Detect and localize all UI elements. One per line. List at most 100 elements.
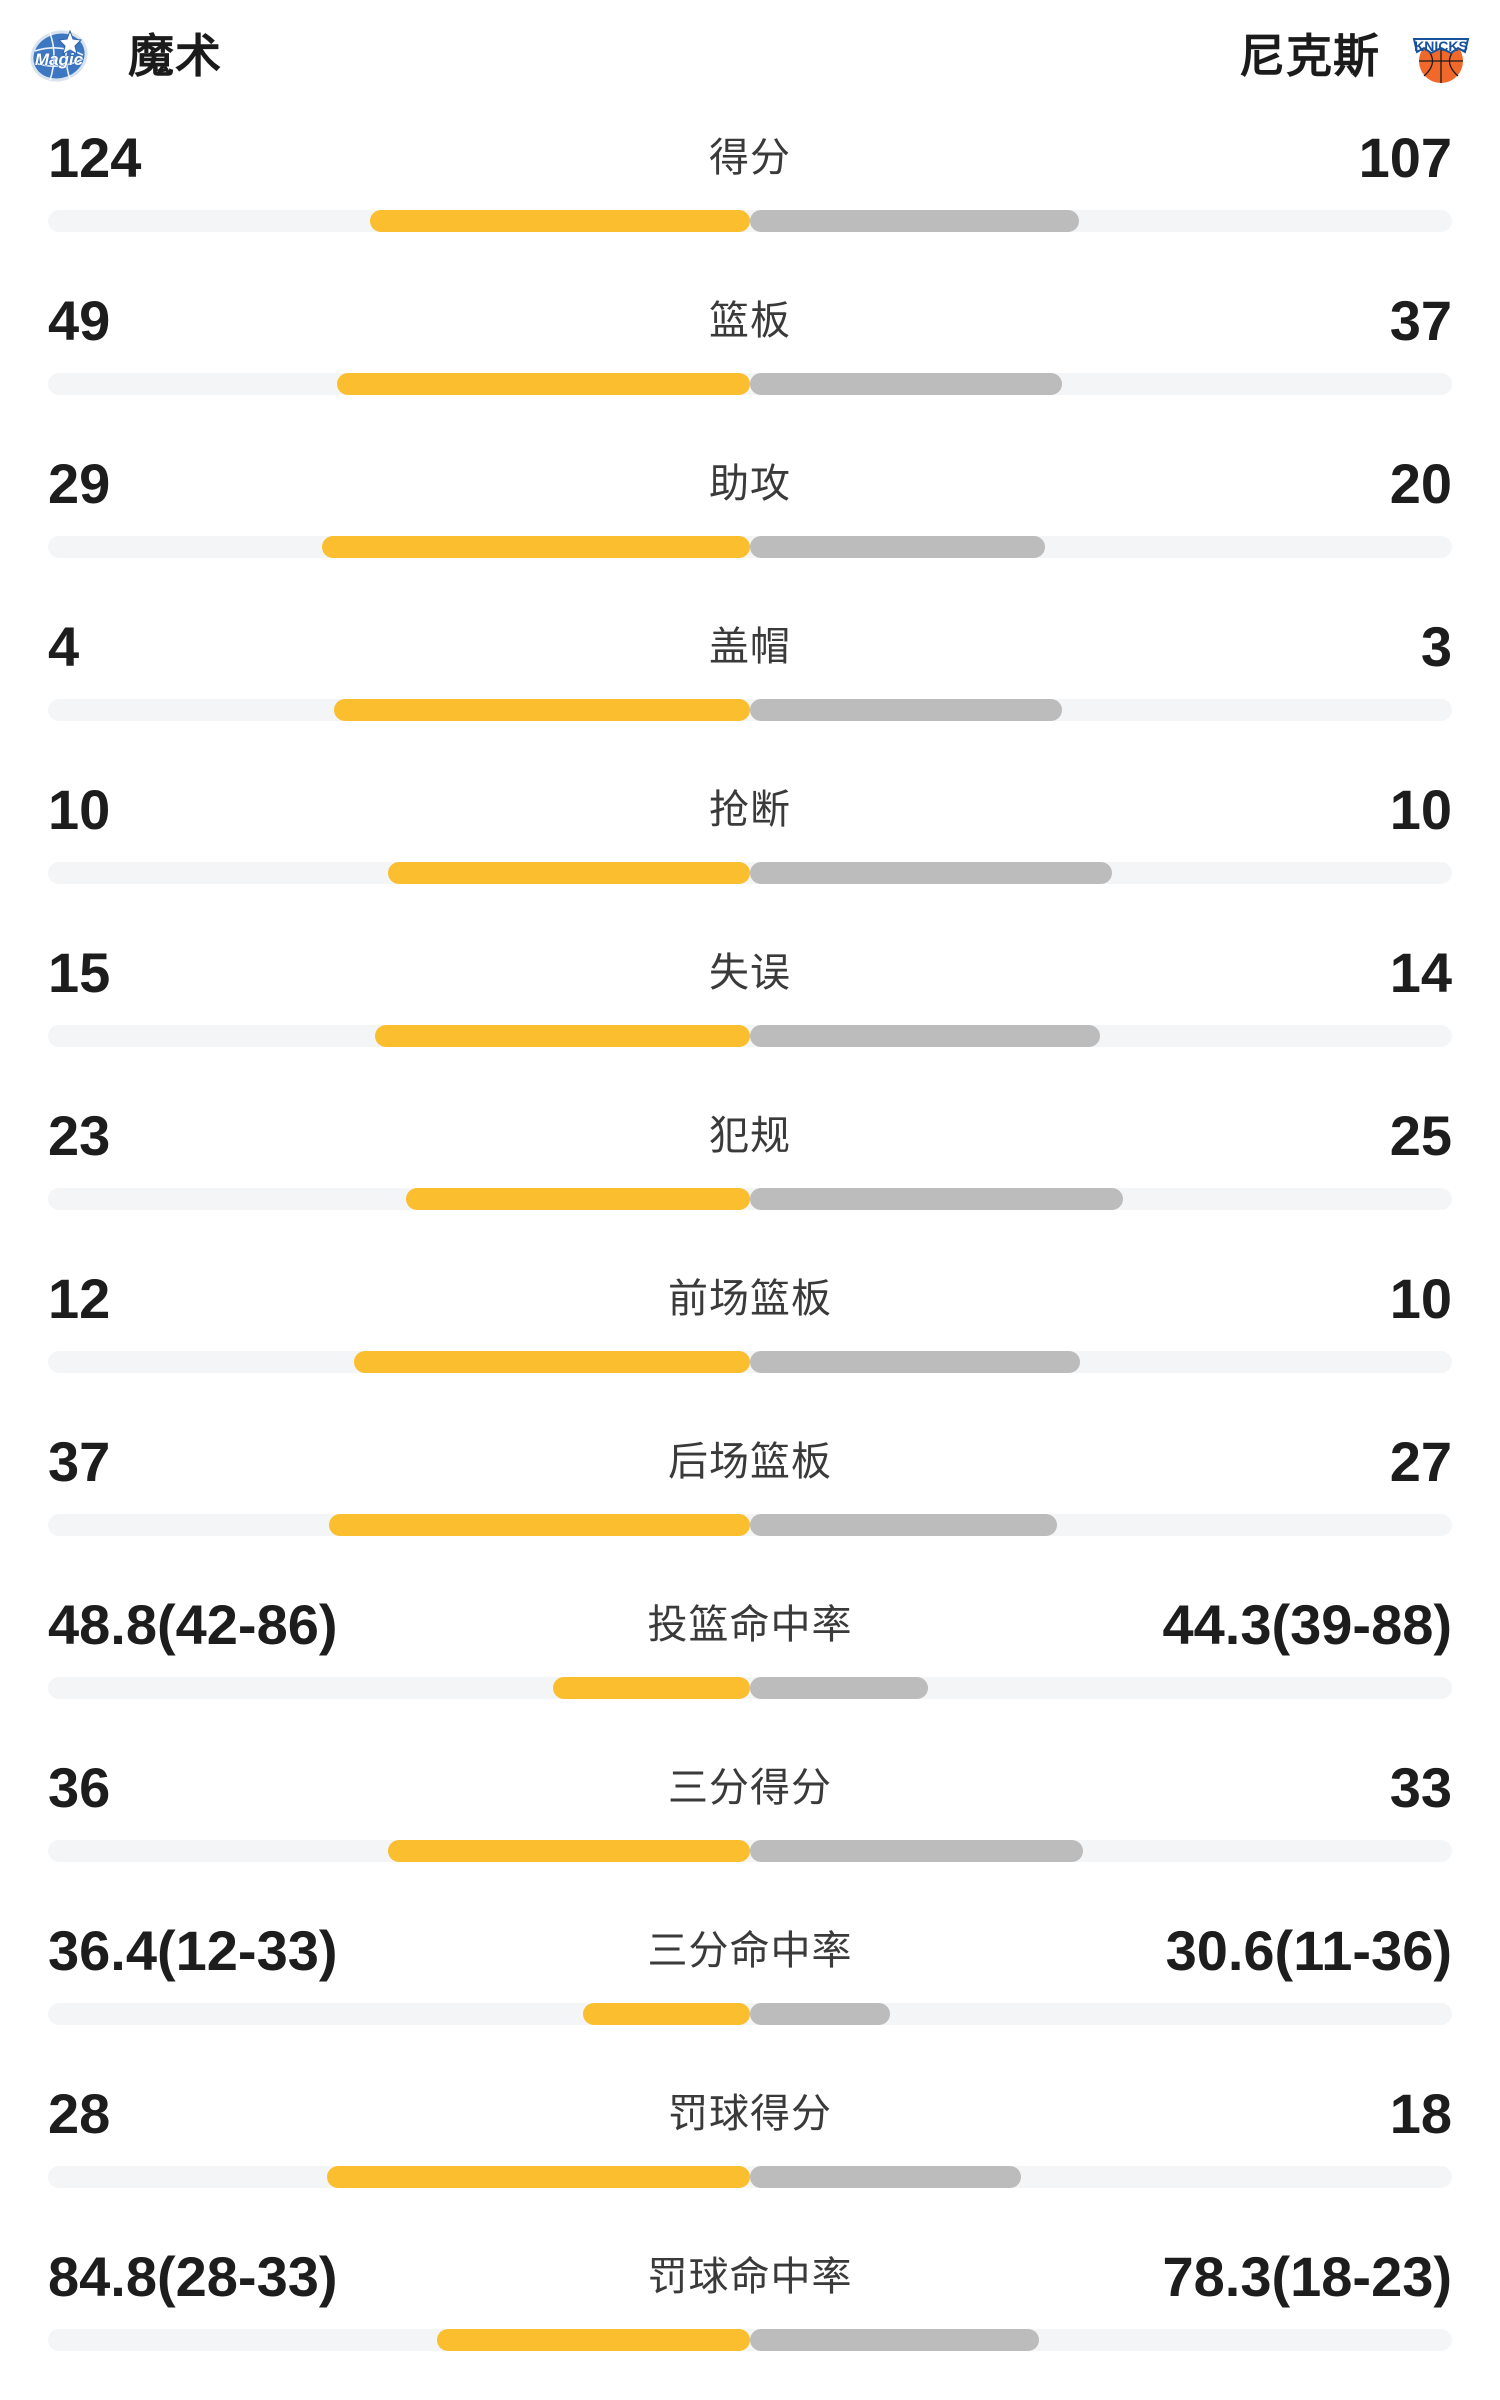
stat-values: 124 得分 107 — [0, 122, 1500, 194]
stat-bar — [48, 2166, 1452, 2188]
right-team-value: 3 — [1420, 615, 1452, 678]
stat-row: 12 前场篮板 10 — [0, 1253, 1500, 1416]
left-team-bar — [436, 2329, 750, 2351]
stat-label: 失误 — [709, 951, 791, 995]
stat-values: 28 罚球得分 18 — [0, 2078, 1500, 2150]
right-team-value: 44.3(39-88) — [1162, 1593, 1452, 1656]
stat-row: 10 抢断 10 — [0, 764, 1500, 927]
stat-values: 12 前场篮板 10 — [0, 1263, 1500, 1335]
left-team-bar — [406, 1188, 750, 1210]
stat-values: 15 失误 14 — [0, 937, 1500, 1009]
right-team-bar — [750, 1188, 1124, 1210]
stat-bar — [48, 1351, 1452, 1373]
right-team-value: 10 — [1389, 778, 1452, 841]
stat-bar — [48, 1677, 1452, 1699]
left-team-bar — [337, 373, 750, 395]
stat-bar — [48, 2003, 1452, 2025]
right-team-bar — [750, 1677, 929, 1699]
stat-label: 犯规 — [709, 1114, 791, 1158]
left-team-value: 124 — [48, 126, 142, 189]
left-team-name: 魔术 — [128, 30, 222, 82]
stat-bar — [48, 210, 1452, 232]
left-team-bar — [375, 1025, 750, 1047]
left-team-bar — [387, 862, 750, 884]
right-team-value: 37 — [1389, 289, 1452, 352]
stat-row: 37 后场篮板 27 — [0, 1416, 1500, 1579]
stat-values: 49 篮板 37 — [0, 285, 1500, 357]
svg-text:KNICKS: KNICKS — [1414, 38, 1468, 54]
stat-values: 48.8(42-86) 投篮命中率 44.3(39-88) — [0, 1589, 1500, 1661]
left-team-value: 29 — [48, 452, 111, 515]
stat-label: 后场篮板 — [668, 1440, 832, 1484]
right-team-name: 尼克斯 — [1239, 30, 1380, 82]
stat-label: 盖帽 — [709, 625, 791, 669]
left-team-bar — [387, 1840, 750, 1862]
right-team-value: 20 — [1389, 452, 1452, 515]
stat-values: 84.8(28-33) 罚球命中率 78.3(18-23) — [0, 2241, 1500, 2313]
stat-bar — [48, 1514, 1452, 1536]
left-team-value: 37 — [48, 1430, 111, 1493]
left-team-value: 36.4(12-33) — [48, 1919, 338, 1982]
left-team-value: 48.8(42-86) — [48, 1593, 338, 1656]
stat-rows: 124 得分 107 49 篮板 37 29 助攻 20 4 盖帽 3 10 抢断 10 15 失误 14 23 犯规… — [0, 112, 1500, 2394]
left-team-value: 10 — [48, 778, 111, 841]
stat-values: 36.4(12-33) 三分命中率 30.6(11-36) — [0, 1915, 1500, 1987]
stat-row: 84.8(28-33) 罚球命中率 78.3(18-23) — [0, 2231, 1500, 2394]
left-team-bar — [334, 699, 750, 721]
right-team-value: 30.6(11-36) — [1165, 1919, 1452, 1982]
stat-values: 29 助攻 20 — [0, 448, 1500, 520]
stat-label: 前场篮板 — [668, 1277, 832, 1321]
stat-row: 4 盖帽 3 — [0, 601, 1500, 764]
right-team-value: 27 — [1389, 1430, 1452, 1493]
stat-label: 抢断 — [709, 788, 791, 832]
left-team[interactable]: Magic 魔术 — [28, 25, 222, 87]
left-team-value: 84.8(28-33) — [48, 2245, 338, 2308]
stat-values: 4 盖帽 3 — [0, 611, 1500, 683]
left-team-bar — [354, 1351, 750, 1373]
left-team-value: 4 — [48, 615, 80, 678]
stat-row: 49 篮板 37 — [0, 275, 1500, 438]
stat-row: 36.4(12-33) 三分命中率 30.6(11-36) — [0, 1905, 1500, 2068]
right-team-value: 78.3(18-23) — [1162, 2245, 1452, 2308]
right-team-value: 10 — [1389, 1267, 1452, 1330]
stat-label: 篮板 — [709, 299, 791, 343]
right-team-bar — [750, 210, 1079, 232]
stat-values: 37 后场篮板 27 — [0, 1426, 1500, 1498]
right-team-bar — [750, 1351, 1080, 1373]
stat-row: 36 三分得分 33 — [0, 1742, 1500, 1905]
right-team-bar — [750, 2166, 1021, 2188]
stat-label: 得分 — [709, 136, 791, 180]
stat-values: 23 犯规 25 — [0, 1100, 1500, 1172]
right-team[interactable]: 尼克斯 KNICKS — [1239, 25, 1472, 87]
right-team-bar — [750, 699, 1062, 721]
stat-bar — [48, 1840, 1452, 1862]
right-team-bar — [750, 862, 1113, 884]
stat-bar — [48, 536, 1452, 558]
stat-bar — [48, 862, 1452, 884]
right-team-value: 25 — [1389, 1104, 1452, 1167]
left-team-bar — [553, 1677, 750, 1699]
left-team-value: 28 — [48, 2082, 111, 2145]
stat-row: 48.8(42-86) 投篮命中率 44.3(39-88) — [0, 1579, 1500, 1742]
left-team-value: 23 — [48, 1104, 111, 1167]
stat-bar — [48, 1188, 1452, 1210]
stat-row: 23 犯规 25 — [0, 1090, 1500, 1253]
magic-logo-icon: Magic — [28, 25, 90, 87]
svg-text:Magic: Magic — [35, 50, 84, 69]
left-team-bar — [582, 2003, 750, 2025]
stat-row: 124 得分 107 — [0, 112, 1500, 275]
stat-label: 罚球得分 — [668, 2092, 832, 2136]
right-team-value: 107 — [1358, 126, 1452, 189]
stat-bar — [48, 373, 1452, 395]
right-team-bar — [750, 1514, 1058, 1536]
stat-label: 三分得分 — [668, 1766, 832, 1810]
right-team-bar — [750, 2329, 1040, 2351]
left-team-value: 36 — [48, 1756, 111, 1819]
stat-bar — [48, 2329, 1452, 2351]
right-team-bar — [750, 1025, 1100, 1047]
stat-bar — [48, 1025, 1452, 1047]
stat-row: 15 失误 14 — [0, 927, 1500, 1090]
left-team-value: 49 — [48, 289, 111, 352]
stat-bar — [48, 699, 1452, 721]
